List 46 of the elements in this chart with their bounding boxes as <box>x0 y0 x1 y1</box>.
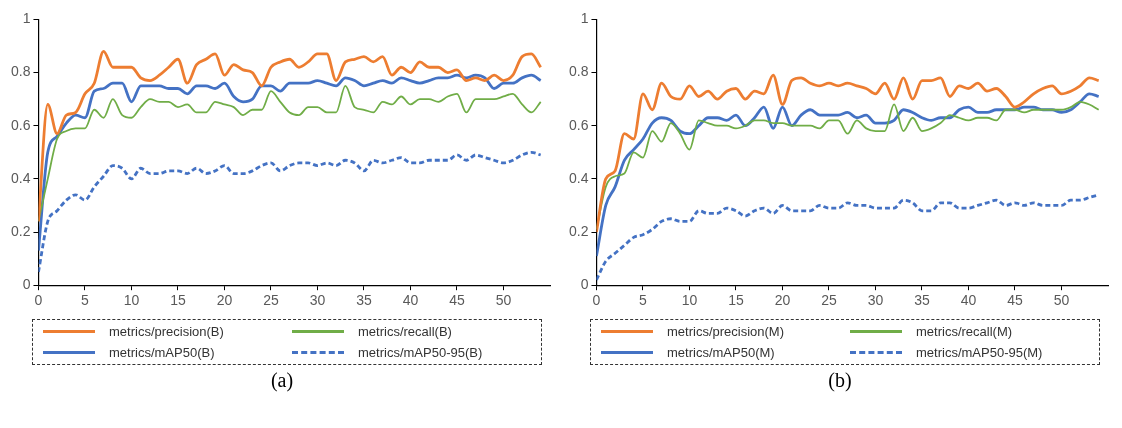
x-tick-label: 45 <box>449 292 465 309</box>
legend-label: metrics/precision(B) <box>109 324 224 339</box>
legend-label: metrics/mAP50(B) <box>109 345 215 360</box>
x-tick-label: 25 <box>263 292 279 309</box>
legend-label: metrics/mAP50(M) <box>667 345 775 360</box>
x-tick-label: 20 <box>216 292 233 309</box>
line-series <box>38 49 543 223</box>
x-tick-label: 15 <box>728 292 744 309</box>
x-tick-label: 20 <box>774 292 791 309</box>
y-tick-label: 0 <box>22 276 31 293</box>
text: (a) <box>269 369 295 392</box>
y-tick-label: 0.8 <box>568 63 589 80</box>
legend-label: metrics/recall(B) <box>358 324 452 339</box>
x-tick-label: 5 <box>81 292 90 309</box>
x-tick-label: 10 <box>123 292 140 309</box>
legend-label: metrics/mAP50-95(B) <box>358 345 483 360</box>
x-tick-label: 50 <box>1053 292 1070 309</box>
line-series <box>596 73 1101 234</box>
legend-label: metrics/recall(M) <box>916 324 1013 339</box>
x-tick-label: 35 <box>356 292 372 309</box>
y-tick-label: 1 <box>580 10 589 27</box>
x-tick-label: 15 <box>170 292 186 309</box>
y-tick-label: 0.2 <box>568 222 589 239</box>
y-tick-label: 1 <box>22 10 31 27</box>
x-tick-label: 30 <box>309 292 326 309</box>
x-tick-label: 30 <box>867 292 884 309</box>
x-tick-label: 0 <box>34 292 43 309</box>
x-tick-label: 40 <box>402 292 419 309</box>
y-tick-label: 0.4 <box>10 169 31 186</box>
x-tick-label: 5 <box>639 292 648 309</box>
y-tick-label: 0 <box>580 276 589 293</box>
x-tick-label: 25 <box>821 292 837 309</box>
x-tick-label: 0 <box>592 292 601 309</box>
x-tick-label: 10 <box>681 292 698 309</box>
y-tick-label: 0.4 <box>568 169 589 186</box>
y-tick-label: 0.2 <box>10 222 31 239</box>
text: (b) <box>827 369 853 392</box>
x-tick-label: 35 <box>914 292 930 309</box>
legend-label: metrics/mAP50-95(M) <box>916 345 1043 360</box>
x-tick-label: 40 <box>960 292 977 309</box>
y-tick-label: 0.8 <box>10 63 31 80</box>
y-tick-label: 0.6 <box>10 116 31 133</box>
x-tick-label: 45 <box>1007 292 1023 309</box>
y-tick-label: 0.6 <box>568 116 589 133</box>
x-tick-label: 50 <box>495 292 512 309</box>
legend-label: metrics/precision(M) <box>667 324 785 339</box>
